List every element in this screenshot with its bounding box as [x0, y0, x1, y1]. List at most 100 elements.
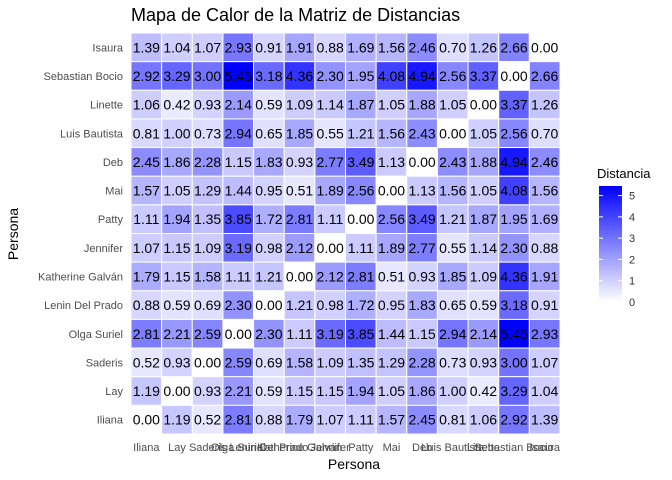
cell-value-label: 2.66 [531, 68, 558, 84]
heatmap-cell [467, 89, 500, 120]
heatmap-cell [130, 376, 163, 406]
cell-value-label: 1.87 [470, 211, 497, 227]
heatmap-cell [406, 318, 438, 349]
cell-value-label: 0.91 [531, 297, 558, 313]
cell-value-label: 1.26 [470, 39, 497, 55]
heatmap-cell [314, 261, 347, 292]
cell-value-label: 2.92 [500, 412, 527, 428]
cell-value-label: 3.37 [470, 68, 497, 84]
cell-value-label: 0.59 [255, 97, 282, 113]
heatmap-cell [161, 175, 193, 206]
heatmap-cell [528, 347, 561, 378]
heatmap-cell [222, 175, 255, 206]
legend-tick-label: 0 [629, 297, 635, 309]
cell-value-label: 1.88 [408, 97, 435, 113]
cell-value-label: 3.49 [408, 211, 435, 227]
x-tick-label: Sebastian Bocio [474, 442, 554, 454]
cell-value-label: 2.45 [408, 412, 435, 428]
cell-value-label: 2.56 [439, 68, 466, 84]
heatmap-cell [283, 61, 316, 91]
cell-value-label: 0.93 [286, 154, 313, 170]
legend-ticks: 0 1 2 3 4 5 [599, 191, 635, 309]
cell-value-label: 1.57 [133, 183, 160, 199]
y-axis-title: Persona [5, 208, 21, 260]
heatmap-cell [345, 318, 377, 349]
heatmap-cell [406, 175, 438, 206]
cell-value-label: 0.88 [133, 297, 160, 313]
cell-value-label: 0.59 [470, 297, 497, 313]
cell-value-label: 4.08 [500, 183, 527, 199]
cell-value-label: 1.69 [347, 39, 374, 55]
heatmap-cell [406, 61, 438, 91]
heatmap-cell [528, 290, 561, 320]
heatmap-cell [528, 318, 561, 349]
heatmap-cell [406, 404, 438, 435]
cell-value-label: 1.13 [378, 154, 405, 170]
cell-value-label: 1.91 [531, 268, 558, 284]
cell-value-label: 2.77 [408, 240, 435, 256]
legend-tick-label: 5 [629, 191, 635, 203]
cell-value-label: 1.14 [317, 97, 344, 113]
heatmap-cell [467, 376, 500, 406]
cell-value-label: 1.89 [378, 240, 405, 256]
heatmap-cell [498, 204, 530, 235]
cell-value-label: 0.55 [439, 240, 466, 256]
heatmap-cell [314, 147, 347, 177]
cell-value-label: 0.73 [194, 125, 221, 141]
cell-value-label: 1.56 [378, 125, 405, 141]
cell-value-label: 0.65 [439, 297, 466, 313]
heatmap-cell [498, 376, 530, 406]
cell-value-label: 1.72 [255, 211, 282, 227]
heatmap-cell [283, 204, 316, 235]
cell-value-label: 0.93 [194, 97, 221, 113]
heatmap-cell [191, 376, 224, 406]
cell-value-label: 0.00 [439, 125, 466, 141]
heatmap-cell [283, 261, 316, 292]
cell-value-label: 3.29 [163, 68, 190, 84]
cell-value-label: 1.69 [531, 211, 558, 227]
heatmap-cell [314, 204, 347, 235]
cell-value-label: 4.36 [286, 68, 313, 84]
heatmap-cell [345, 376, 377, 406]
cell-value-label: 2.28 [194, 154, 221, 170]
cell-value-label: 1.83 [255, 154, 282, 170]
cell-value-label: 0.00 [500, 68, 527, 84]
x-tick-label: Linette [467, 442, 500, 454]
heatmap-cell [345, 118, 377, 149]
cell-value-label: 0.91 [255, 39, 282, 55]
cell-value-label: 0.00 [255, 297, 282, 313]
cell-value-label: 0.88 [317, 39, 344, 55]
heatmap-cell [222, 404, 255, 435]
heatmap-cell [498, 233, 530, 263]
cell-value-label: 1.21 [286, 297, 313, 313]
cell-value-label: 1.39 [531, 412, 558, 428]
heatmap-cell [314, 118, 347, 149]
cell-value-label: 4.08 [378, 68, 405, 84]
cell-value-label: 0.51 [286, 183, 313, 199]
cell-value-label: 1.91 [286, 39, 313, 55]
x-tick-label: Mai [383, 442, 401, 454]
cell-value-label: 1.11 [348, 412, 374, 428]
cell-value-label: 3.49 [347, 154, 374, 170]
cell-value-label: 1.09 [317, 354, 344, 370]
cell-value-label: 1.19 [163, 412, 190, 428]
cell-value-label: 1.14 [470, 240, 497, 256]
cell-value-label: 2.30 [500, 240, 527, 256]
cell-value-label: 0.00 [470, 97, 497, 113]
cell-value-label: 4.94 [408, 68, 435, 84]
cell-value-label: 1.05 [378, 383, 405, 399]
cell-value-label: 1.07 [317, 412, 344, 428]
x-tick-label: Iliana [133, 442, 160, 454]
cell-value-label: 3.37 [500, 97, 527, 113]
cell-value-label: 2.92 [133, 68, 160, 84]
cell-value-label: 1.15 [286, 383, 313, 399]
heatmap-cell [130, 233, 163, 263]
cell-value-label: 0.95 [378, 297, 405, 313]
cell-value-label: 0.88 [531, 240, 558, 256]
cell-value-label: 1.79 [286, 412, 313, 428]
heatmap-cell [436, 376, 469, 406]
heatmap-cell [161, 89, 193, 120]
heatmap-cell [375, 147, 408, 177]
heatmap-cell [283, 175, 316, 206]
